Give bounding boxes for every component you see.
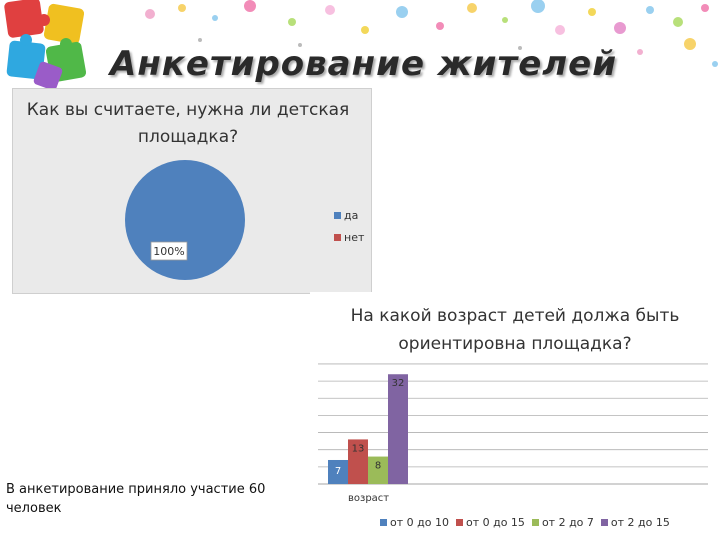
pie-legend: да нет — [334, 204, 364, 248]
pie-chart-panel: Как вы считаете, нужна ли детская площад… — [12, 88, 372, 294]
legend-label: от 0 до 15 — [465, 516, 525, 529]
legend-item-2-7: от 2 до 7 — [531, 516, 594, 529]
legend-label: да — [344, 208, 359, 222]
legend-item-0-10: от 0 до 10 — [380, 516, 449, 529]
legend-item-da: да — [334, 204, 364, 226]
puzzle-logo — [4, 0, 87, 91]
bar-chart-title: На какой возраст детей должа быть ориент… — [350, 306, 680, 354]
legend-swatch — [334, 233, 341, 241]
pie-data-label-box — [150, 241, 188, 261]
legend-label: от 2 до 15 — [610, 516, 670, 529]
bar-x-axis-label: возраст — [348, 493, 390, 504]
legend-swatch — [334, 211, 341, 219]
legend-label: от 2 до 7 — [541, 516, 594, 529]
pie-chart: 100% — [125, 160, 245, 280]
participants-note: В анкетирование приняло участие 60 челов… — [6, 482, 266, 516]
confetti-decoration — [145, 0, 718, 67]
pie-slice — [125, 160, 245, 280]
legend-swatch — [531, 519, 539, 526]
bar-legend: от 0 до 10 от 0 до 15 от 2 до 7 от 2 до … — [380, 516, 677, 529]
legend-swatch — [380, 519, 387, 526]
legend-label: от 0 до 10 — [390, 516, 449, 529]
bar-chart-panel: На какой возраст детей должа быть ориент… — [310, 292, 720, 540]
legend-item-2-15: от 2 до 15 — [600, 516, 670, 529]
pie-data-label: 100% — [153, 245, 184, 258]
slide-title: Анкетирование жителей — [110, 44, 618, 84]
legend-swatch — [455, 519, 463, 526]
legend-item-net: нет — [334, 226, 364, 248]
legend-item-0-15: от 0 до 15 — [455, 516, 525, 529]
legend-swatch — [600, 519, 608, 526]
pie-chart-title: Как вы считаете, нужна ли детская площад… — [26, 100, 350, 147]
legend-label: нет — [344, 230, 365, 244]
